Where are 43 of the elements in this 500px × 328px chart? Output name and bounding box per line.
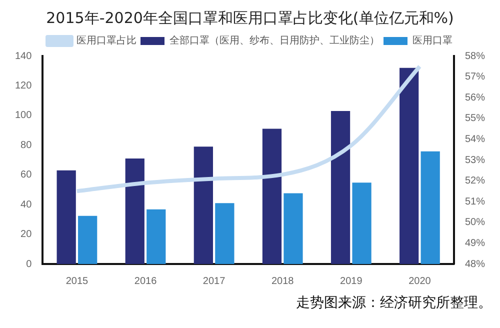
y2-tick-label: 56%: [464, 92, 486, 104]
y2-tick-label: 51%: [464, 196, 486, 208]
y2-tick-label: 53%: [464, 154, 486, 166]
bar: [262, 128, 282, 264]
y-tick-label: 40: [20, 199, 32, 210]
y2-tick-label: 57%: [464, 72, 486, 83]
bar: [78, 216, 98, 264]
bar: [194, 146, 213, 264]
y2-tick-label: 54%: [464, 134, 486, 145]
bar: [215, 203, 234, 264]
y-tick-label: 60: [20, 170, 32, 181]
legend-label: 医用口罩占比: [76, 34, 136, 47]
bar: [56, 170, 76, 264]
bar: [284, 193, 303, 264]
y2-tick-label: 50%: [464, 217, 486, 228]
legend-label: 全部口罩（医用、纱布、日用防护、工业防尘）: [170, 34, 380, 47]
y2-tick-label: 52%: [464, 176, 486, 187]
bar: [400, 68, 419, 264]
y-tick-label: 20: [20, 229, 32, 240]
x-tick-label: 2016: [134, 276, 158, 287]
x-tick-label: 2018: [271, 276, 294, 287]
x-tick-label: 2019: [340, 276, 363, 287]
y2-tick-label: 49%: [464, 238, 486, 249]
legend-label: 医用口罩: [412, 34, 452, 47]
y-tick-label: 120: [14, 80, 32, 92]
y2-tick-label: 48%: [464, 258, 486, 270]
x-tick-label: 2017: [202, 276, 226, 287]
bar: [125, 158, 144, 264]
text: 走势图来源：经济研究所整理。: [295, 294, 492, 312]
line-series: [74, 64, 422, 194]
y2-tick-label: 58%: [464, 50, 486, 62]
x-tick-label: 2015: [66, 276, 89, 287]
y-tick-label: 0: [26, 258, 32, 270]
chart-title: 2015年-2020年全国口罩和医用口罩占比变化(单位亿元和%): [46, 8, 454, 27]
bar: [146, 209, 166, 264]
bar: [420, 151, 440, 264]
bar: [330, 110, 350, 264]
bar: [352, 182, 372, 264]
y-tick-label: 80: [20, 140, 32, 151]
y2-tick-label: 55%: [464, 113, 486, 124]
y-tick-label: 140: [14, 50, 32, 62]
y-tick-label: 100: [14, 110, 32, 122]
x-tick-label: 2020: [408, 276, 432, 287]
